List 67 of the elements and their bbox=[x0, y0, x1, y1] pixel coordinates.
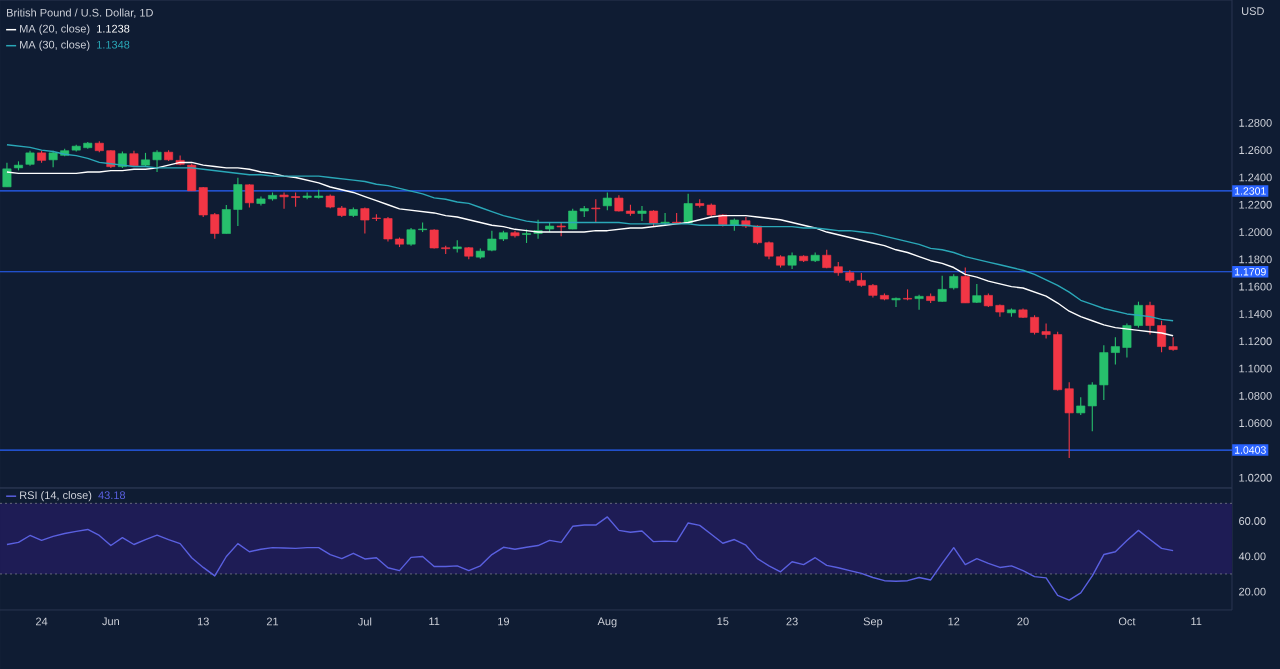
candlestick bbox=[914, 294, 924, 311]
candlestick bbox=[1168, 336, 1178, 352]
y-tick-label: 1.2000 bbox=[1239, 228, 1272, 236]
candlestick bbox=[1041, 322, 1051, 340]
candlestick bbox=[1157, 320, 1167, 353]
candlestick bbox=[244, 183, 254, 209]
y-tick-label: 1.0200 bbox=[1239, 473, 1272, 482]
candlestick bbox=[891, 297, 901, 308]
x-tick-label: Oct bbox=[1118, 617, 1136, 626]
candlestick bbox=[752, 224, 762, 245]
candlestick bbox=[591, 198, 601, 224]
y-tick-label: 1.1800 bbox=[1239, 255, 1272, 264]
y-tick-label: 40.00 bbox=[1238, 552, 1266, 561]
candlestick bbox=[683, 193, 693, 225]
line-series bbox=[6, 516, 1174, 601]
candlestick bbox=[2, 162, 12, 188]
y-tick-label: 60.00 bbox=[1239, 517, 1266, 525]
x-tick-label: 11 bbox=[429, 617, 440, 626]
candlestick bbox=[937, 275, 947, 303]
y-axis-title: USD bbox=[1242, 7, 1264, 15]
candlestick bbox=[637, 205, 647, 222]
legend-label: MA (20, close) bbox=[20, 24, 90, 35]
candlestick bbox=[1030, 314, 1040, 335]
ref-line-label: 1.0403 bbox=[1234, 446, 1266, 454]
y-tick-label: 1.0600 bbox=[1239, 419, 1272, 428]
ref-line-label: 1.2301 bbox=[1234, 187, 1266, 195]
x-tick-label: 23 bbox=[786, 617, 798, 626]
legend-label: MA (30, close) bbox=[20, 40, 90, 51]
candlestick bbox=[1134, 301, 1143, 329]
x-tick-label: 11 bbox=[1191, 617, 1202, 626]
annotation: 43.18 bbox=[98, 491, 126, 500]
candlestick bbox=[302, 191, 312, 200]
y-tick-label: 1.2200 bbox=[1239, 200, 1272, 209]
x-tick-label: 21 bbox=[266, 617, 279, 626]
candlestick bbox=[1145, 301, 1155, 335]
annotation: 1.1348 bbox=[97, 40, 130, 49]
candlestick bbox=[383, 216, 393, 243]
text: British Pound / U.S. Dollar, 1D bbox=[7, 8, 153, 18]
x-tick-label: 12 bbox=[948, 617, 960, 626]
x-tick-label: 15 bbox=[717, 617, 729, 626]
candlestick bbox=[429, 228, 439, 249]
candlestick bbox=[152, 149, 162, 173]
y-tick-label: 1.2800 bbox=[1239, 118, 1272, 127]
y-tick-label: 1.1000 bbox=[1239, 364, 1272, 373]
y-tick-label: 1.2400 bbox=[1239, 173, 1272, 182]
candlestick bbox=[360, 206, 370, 234]
annotation: 1.1238 bbox=[97, 24, 130, 33]
y-tick-label: 1.1200 bbox=[1239, 337, 1272, 346]
y-tick-label: 1.2600 bbox=[1239, 146, 1272, 155]
x-tick-label: Sep bbox=[863, 617, 883, 628]
x-tick-label: 24 bbox=[36, 617, 48, 626]
y-tick-label: 1.1600 bbox=[1239, 282, 1272, 291]
legend-label: RSI (14, close) bbox=[20, 491, 92, 502]
x-tick-label: Jul bbox=[358, 617, 372, 626]
ref-line-label: 1.1709 bbox=[1234, 268, 1266, 276]
y-tick-label: 1.0800 bbox=[1239, 391, 1272, 400]
x-tick-label: 19 bbox=[498, 617, 510, 626]
x-tick-label: Aug bbox=[597, 617, 617, 628]
y-tick-label: 20.00 bbox=[1239, 587, 1266, 596]
candlestick bbox=[1110, 336, 1120, 365]
candlestick bbox=[210, 212, 220, 240]
x-tick-label: 20 bbox=[1017, 617, 1029, 626]
y-tick-label: 1.1400 bbox=[1239, 310, 1272, 318]
x-tick-label: 13 bbox=[197, 617, 209, 626]
x-tick-label: Jun bbox=[102, 617, 119, 626]
candlestick bbox=[279, 191, 289, 210]
candlestick bbox=[1122, 322, 1132, 359]
